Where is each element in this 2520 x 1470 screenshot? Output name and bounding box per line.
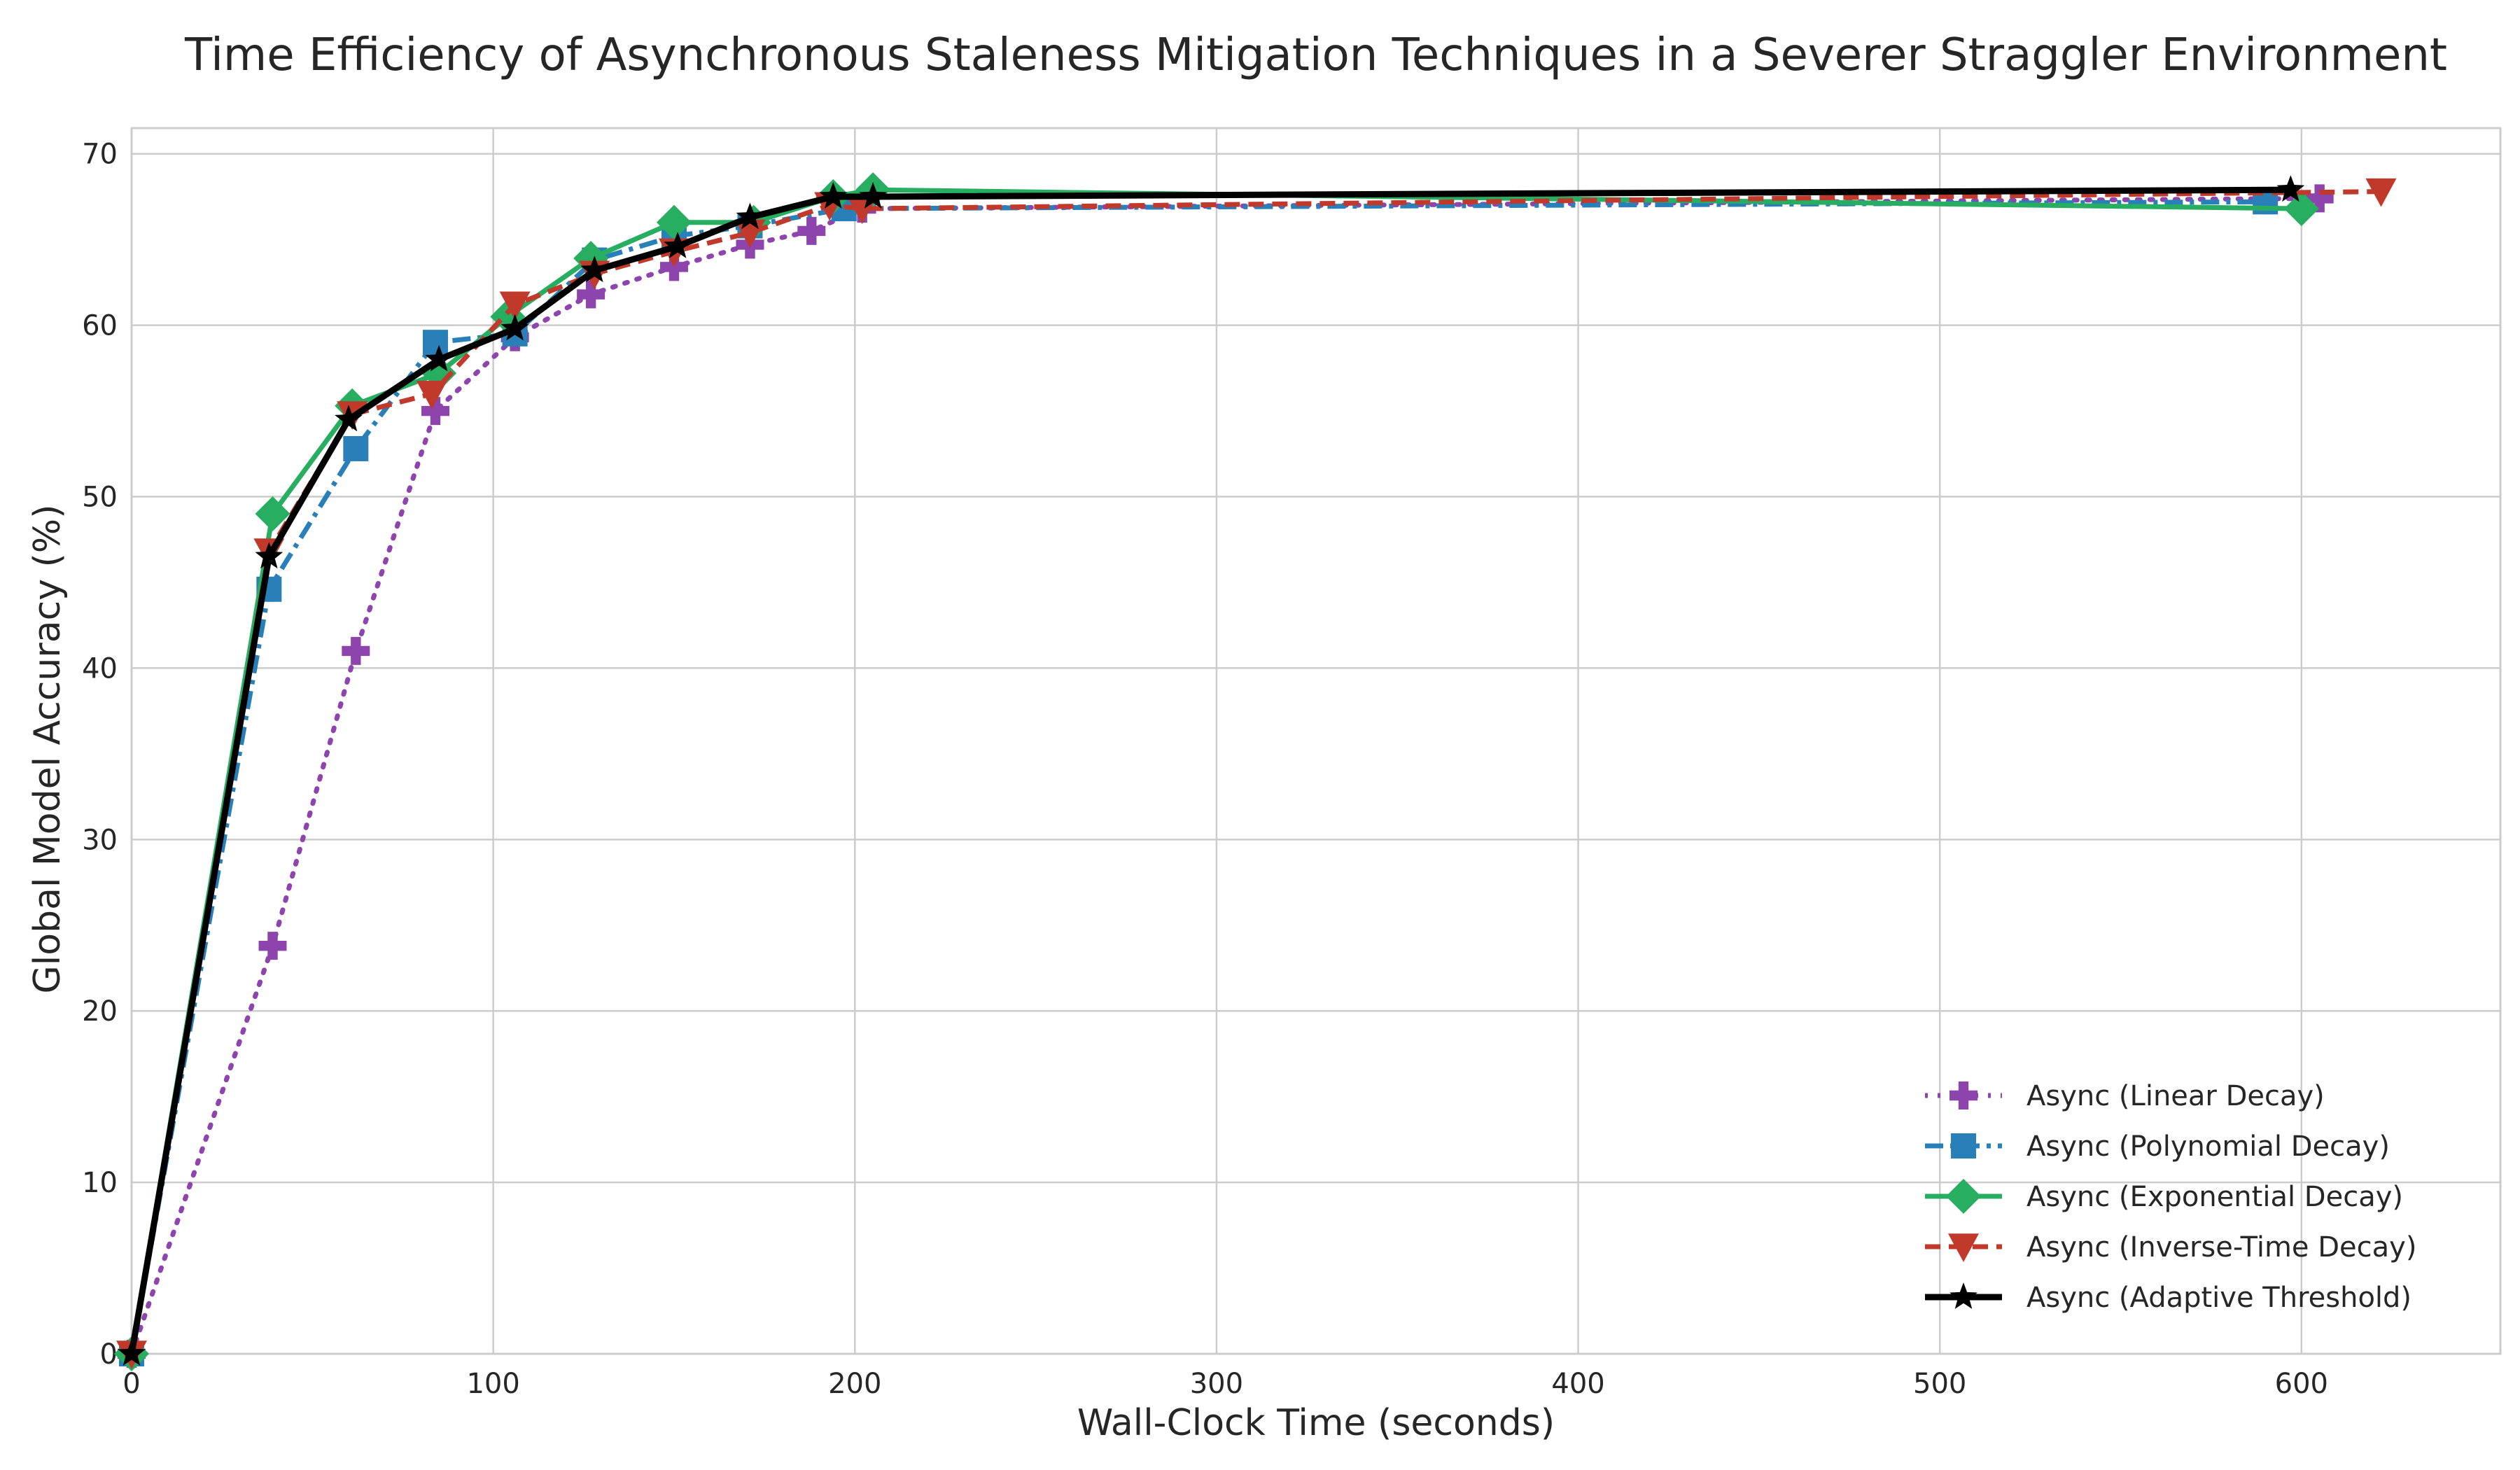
data-point (819, 182, 848, 209)
data-point (577, 280, 606, 309)
data-point (343, 435, 369, 461)
data-point (500, 314, 529, 341)
data-point (118, 1339, 146, 1366)
data-point (580, 255, 609, 283)
data-point (255, 496, 290, 532)
legend-label: Async (Adaptive Threshold) (2026, 1282, 2412, 1314)
data-point (255, 542, 284, 569)
data-point (335, 405, 363, 432)
y-tick-label: 40 (82, 652, 118, 685)
legend: Async (Linear Decay) Async (Polynomial De… (1925, 1080, 2416, 1314)
data-point (656, 204, 692, 240)
x-tick-label: 200 (828, 1368, 881, 1400)
y-tick-label: 10 (82, 1167, 118, 1199)
legend-marker (1949, 1082, 1977, 1110)
legend-label: Async (Inverse-Time Decay) (2026, 1231, 2416, 1264)
legend-label: Async (Polynomial Decay) (2026, 1130, 2390, 1163)
data-point (499, 291, 531, 321)
data-point (797, 216, 826, 245)
data-point (2305, 184, 2334, 213)
ticks: 0 100 200 300 400 500 600 0 10 20 30 40 50 60 70 (82, 139, 2328, 1400)
x-tick-label: 0 (122, 1368, 140, 1400)
data-point (736, 202, 764, 230)
x-tick-label: 500 (1913, 1368, 1966, 1400)
series-group (114, 172, 2397, 1371)
data-point (422, 330, 448, 356)
data-point (664, 232, 692, 258)
x-tick-label: 600 (2275, 1368, 2328, 1400)
y-tick-label: 0 (100, 1338, 118, 1371)
y-axis-label: Global Model Accuracy (%) (27, 505, 69, 994)
data-point (2365, 178, 2397, 207)
y-tick-label: 70 (82, 139, 118, 171)
legend-item: Async (Linear Decay) (1925, 1080, 2325, 1112)
x-tick-label: 400 (1551, 1368, 1604, 1400)
data-point (258, 932, 287, 960)
x-tick-label: 100 (466, 1368, 519, 1400)
y-tick-label: 50 (82, 482, 118, 514)
plot-frame (130, 127, 2502, 1355)
data-point (2283, 191, 2319, 227)
y-tick-label: 30 (82, 824, 118, 856)
legend-marker (1946, 1179, 1981, 1214)
data-point (859, 182, 887, 209)
x-axis-label: Wall-Clock Time (seconds) (1077, 1402, 1555, 1444)
legend-label: Async (Exponential Decay) (2026, 1181, 2403, 1213)
legend-item: Async (Adaptive Threshold) (1925, 1282, 2412, 1314)
legend-marker (1949, 1282, 1977, 1309)
legend-marker (1951, 1133, 1976, 1158)
legend-label: Async (Linear Decay) (2026, 1080, 2325, 1112)
data-point (421, 397, 449, 426)
legend-item: Async (Polynomial Decay) (1925, 1130, 2390, 1163)
data-point (342, 636, 370, 665)
y-tick-label: 20 (82, 995, 118, 1028)
legend-marker (1948, 1233, 1979, 1262)
data-point (2276, 175, 2305, 202)
legend-item: Async (Exponential Decay) (1925, 1179, 2403, 1214)
series-5 (118, 175, 2305, 1366)
data-point (416, 380, 447, 410)
legend-item: Async (Inverse-Time Decay) (1925, 1231, 2416, 1264)
data-point (425, 344, 454, 372)
x-tick-label: 300 (1190, 1368, 1243, 1400)
y-tick-label: 60 (82, 310, 118, 342)
data-point (659, 253, 688, 281)
chart-title: Time Efficiency of Asynchronous Stalenes… (184, 29, 2447, 81)
